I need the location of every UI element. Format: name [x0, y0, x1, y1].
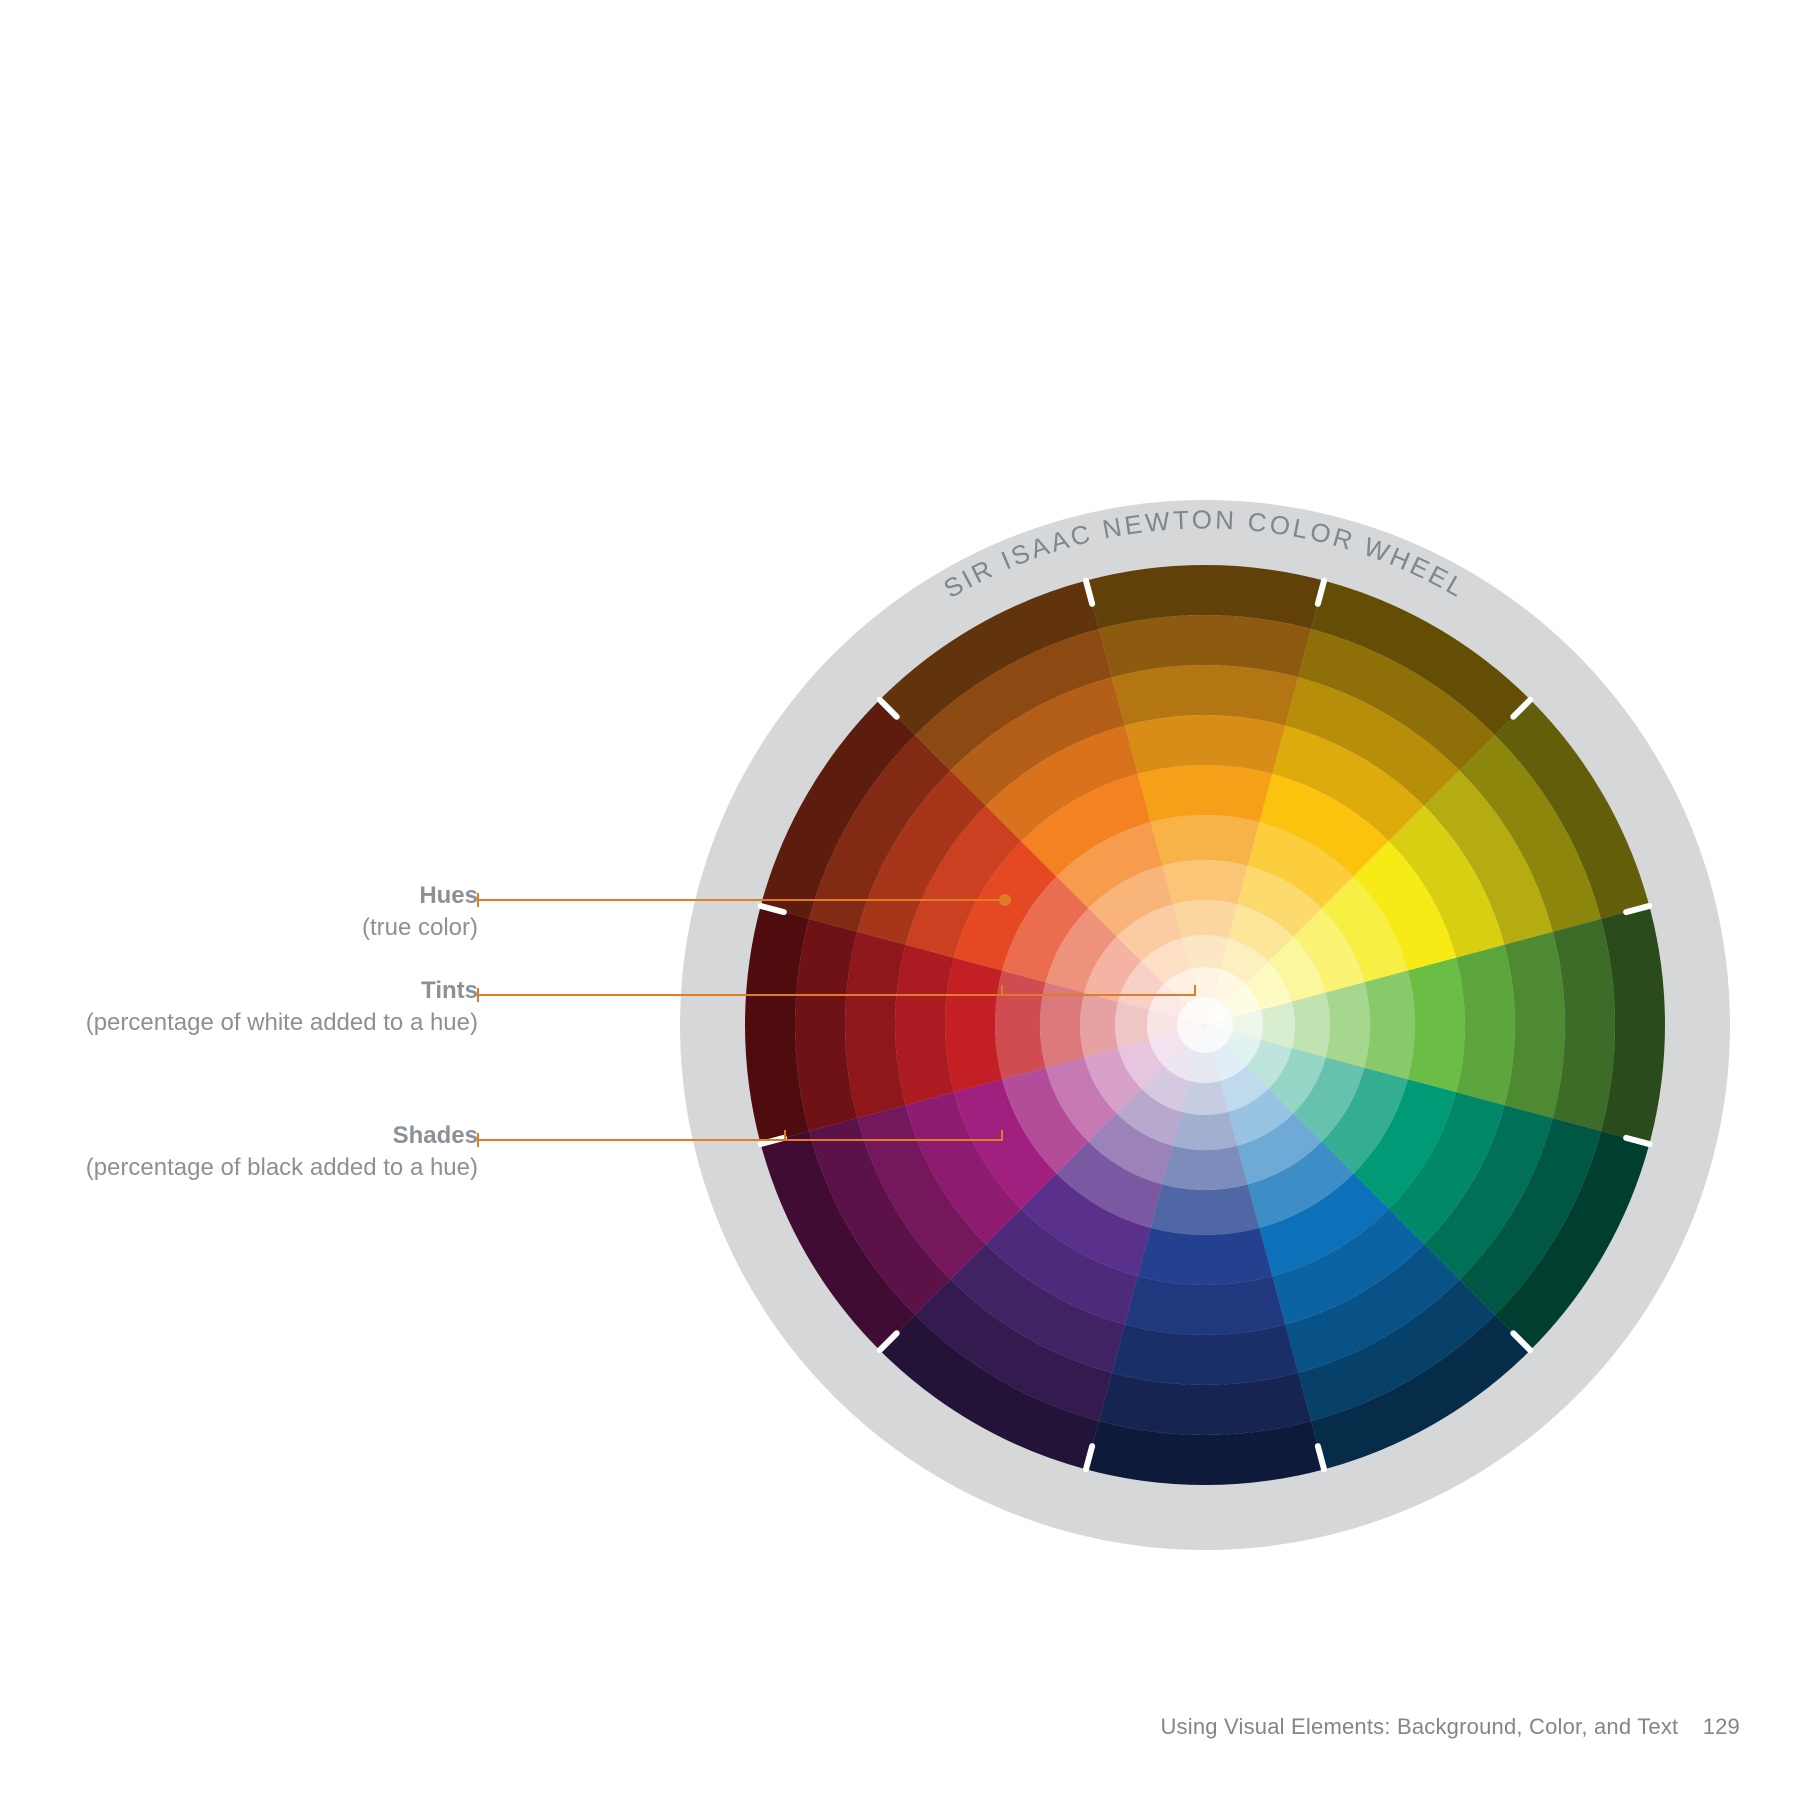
label-tints: Tints (percentage of white added to a hu…	[86, 975, 478, 1040]
label-shades-title: Shades	[86, 1120, 478, 1152]
label-shades: Shades (percentage of black added to a h…	[86, 1120, 478, 1185]
label-tints-sub: (percentage of white added to a hue)	[86, 1007, 478, 1039]
color-wheel-svg: SIR ISAAC NEWTON COLOR WHEEL	[680, 500, 1730, 1550]
label-tints-title: Tints	[86, 975, 478, 1007]
page-number: 129	[1703, 1714, 1740, 1739]
label-shades-sub: (percentage of black added to a hue)	[86, 1152, 478, 1184]
color-wheel: SIR ISAAC NEWTON COLOR WHEEL	[680, 500, 1730, 1550]
footer: Using Visual Elements: Background, Color…	[1160, 1714, 1740, 1740]
label-hues: Hues (true color)	[362, 880, 478, 945]
footer-text: Using Visual Elements: Background, Color…	[1160, 1714, 1678, 1739]
label-hues-sub: (true color)	[362, 912, 478, 944]
label-hues-title: Hues	[362, 880, 478, 912]
page: SIR ISAAC NEWTON COLOR WHEEL Hues (true …	[0, 0, 1800, 1800]
